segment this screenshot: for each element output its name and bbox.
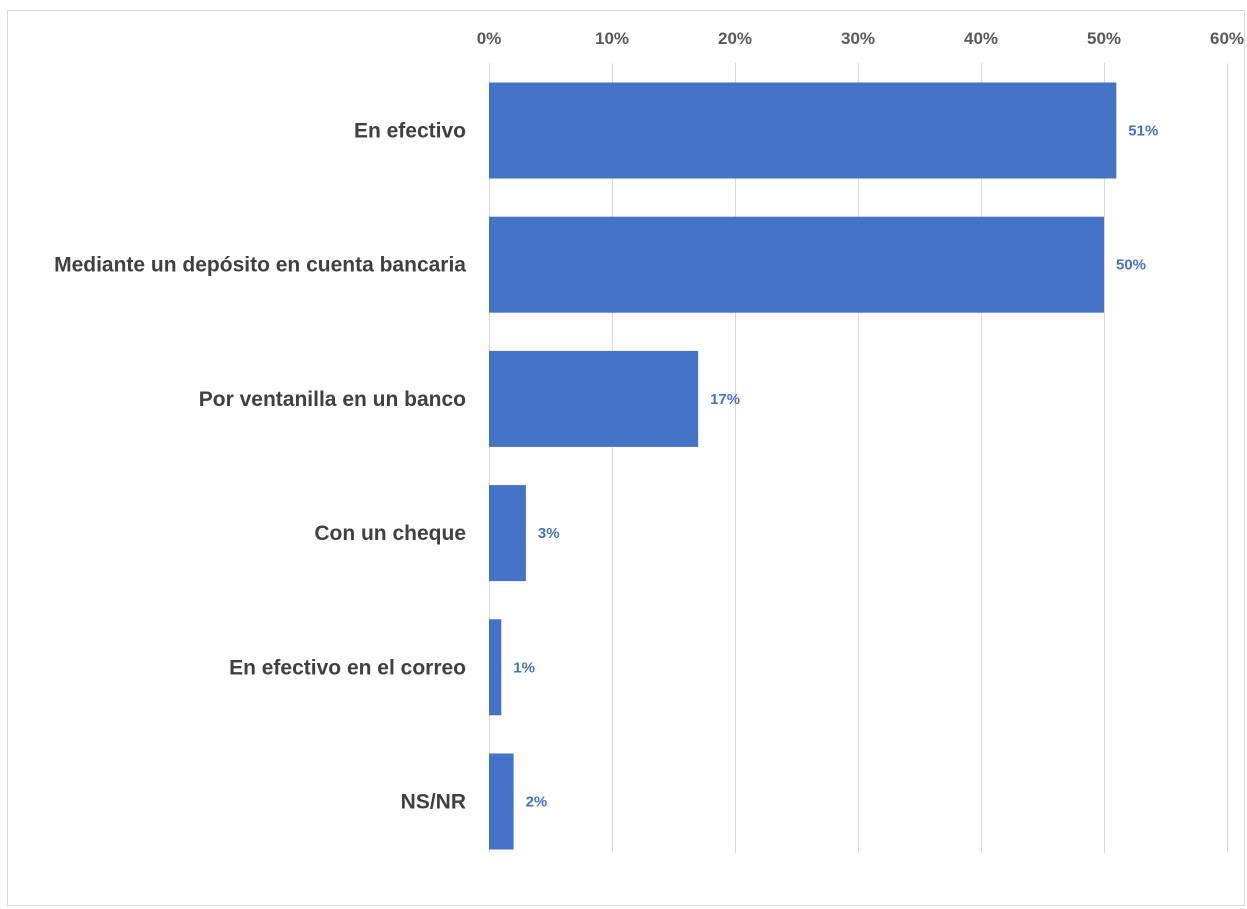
bar [489,485,526,582]
data-label: 3% [538,525,560,542]
bar [489,216,1104,313]
grid-layer [489,63,1228,853]
data-label: 50% [1116,257,1146,274]
data-label: 51% [1128,123,1158,140]
x-tick-label: 60% [1210,29,1244,48]
data-label: 1% [513,659,535,676]
category-label: En efectivo en el correo [229,656,466,679]
bar [489,753,514,850]
bar [489,350,699,447]
category-label: Mediante un depósito en cuenta bancaria [54,254,466,277]
data-label: 17% [710,391,740,408]
x-tick-label: 40% [964,29,998,48]
bar [489,82,1117,179]
category-label: NS/NR [401,791,466,814]
x-tick-label: 20% [718,29,752,48]
category-labels: En efectivo Mediante un depósito en cuent… [54,120,466,814]
bars [489,82,1117,850]
category-label: Por ventanilla en un banco [199,388,466,411]
category-label: En efectivo [354,120,466,143]
data-label: 2% [526,794,548,811]
axis-tick-labels: 0% 10% 20% 30% 40% 50% 60% [477,29,1244,48]
x-tick-label: 0% [477,29,502,48]
x-tick-label: 50% [1087,29,1121,48]
data-labels: 51% 50% 17% 3% 1% 2% [513,123,1158,811]
x-tick-label: 10% [595,29,629,48]
category-label: Con un cheque [314,522,466,545]
x-tick-label: 30% [841,29,875,48]
bar [489,619,502,716]
